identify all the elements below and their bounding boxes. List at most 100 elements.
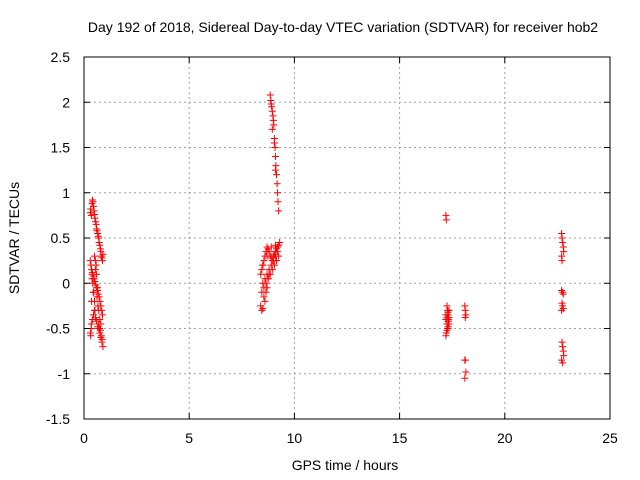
data-point xyxy=(91,214,99,222)
y-axis-label: SDTVAR / TECUs xyxy=(6,182,22,294)
data-point xyxy=(273,171,281,179)
data-point xyxy=(92,257,100,265)
x-tick-labels: 0 5 10 15 20 25 xyxy=(80,430,618,446)
data-point xyxy=(96,325,104,332)
data-point xyxy=(270,139,278,147)
data-point xyxy=(94,284,102,292)
data-point xyxy=(559,288,567,296)
data-point xyxy=(442,216,450,224)
data-point xyxy=(88,297,96,305)
series-group xyxy=(86,196,107,351)
data-point xyxy=(445,306,453,314)
data-point xyxy=(87,211,95,219)
series-group xyxy=(442,211,453,340)
data-point xyxy=(263,252,271,260)
data-point xyxy=(445,314,453,322)
data-point xyxy=(275,207,283,215)
x-tick-label: 10 xyxy=(287,430,303,446)
data-point xyxy=(260,293,268,301)
x-tick-label: 5 xyxy=(185,430,193,446)
data-point xyxy=(268,125,276,133)
data-point xyxy=(92,314,100,322)
data-point xyxy=(270,261,278,269)
data-point xyxy=(96,241,104,249)
data-point xyxy=(99,250,107,258)
data-point xyxy=(443,302,451,310)
data-point xyxy=(262,279,270,287)
data-point xyxy=(91,266,99,274)
data-point xyxy=(273,180,281,188)
x-axis-label: GPS time / hours xyxy=(292,457,399,473)
data-point xyxy=(559,359,567,367)
data-point xyxy=(89,202,97,210)
data-point xyxy=(271,144,279,151)
data-point xyxy=(442,332,450,340)
data-point xyxy=(559,290,567,298)
data-point xyxy=(89,288,97,296)
series-group xyxy=(461,302,470,382)
data-point xyxy=(96,315,104,323)
data-point xyxy=(97,252,105,260)
y-tick-label: -1.5 xyxy=(46,411,70,427)
data-point xyxy=(558,286,566,294)
data-point xyxy=(92,261,100,269)
y-tick-label: 0.5 xyxy=(51,230,71,246)
y-tick-labels: -1.5 -1 -0.5 0 0.5 1 1.5 2 2.5 xyxy=(46,49,70,427)
data-point xyxy=(461,356,469,364)
data-point xyxy=(91,252,99,260)
data-point xyxy=(263,284,271,292)
data-point xyxy=(265,270,273,278)
data-point xyxy=(93,270,101,278)
data-point xyxy=(443,326,451,334)
data-point xyxy=(275,252,283,260)
data-point xyxy=(261,297,269,305)
data-point xyxy=(262,288,270,296)
data-point xyxy=(93,293,101,301)
data-point xyxy=(97,332,105,340)
data-point xyxy=(444,308,452,316)
data-point xyxy=(559,305,567,313)
data-point xyxy=(274,248,282,256)
data-point xyxy=(271,166,279,174)
data-point xyxy=(91,306,99,314)
data-point xyxy=(89,279,97,287)
data-points xyxy=(86,91,568,382)
y-tick-label: 1.5 xyxy=(51,140,71,156)
x-tick-label: 0 xyxy=(80,430,88,446)
data-point xyxy=(444,323,452,331)
y-tick-label: -0.5 xyxy=(46,321,70,337)
data-point xyxy=(461,314,469,322)
axis-ticks xyxy=(83,56,611,420)
data-point xyxy=(94,302,102,310)
data-point xyxy=(96,326,104,334)
data-point xyxy=(268,107,276,115)
data-point xyxy=(259,261,267,269)
data-point xyxy=(265,248,273,256)
data-point xyxy=(276,239,284,247)
data-point xyxy=(560,248,568,256)
x-tick-label: 20 xyxy=(497,430,513,446)
data-point xyxy=(87,332,95,340)
data-point xyxy=(89,198,97,206)
data-point xyxy=(99,343,107,351)
data-point xyxy=(264,275,272,283)
y-tick-label: 0 xyxy=(62,275,70,291)
data-point xyxy=(99,311,107,319)
data-point xyxy=(274,198,282,206)
data-point xyxy=(97,320,105,328)
data-point xyxy=(88,275,96,283)
y-tick-label: 1 xyxy=(62,185,70,201)
data-point xyxy=(257,270,265,278)
data-point xyxy=(274,189,282,197)
chart-title: Day 192 of 2018, Sidereal Day-to-day VTE… xyxy=(88,19,598,35)
plot-frame xyxy=(83,56,611,420)
data-point xyxy=(267,243,275,251)
data-point xyxy=(259,305,267,313)
data-point xyxy=(268,266,276,274)
data-point xyxy=(558,234,566,242)
y-tick-label: 2.5 xyxy=(51,49,71,65)
y-tick-label: -1 xyxy=(58,366,71,382)
data-point xyxy=(258,306,266,314)
data-point xyxy=(558,257,566,265)
